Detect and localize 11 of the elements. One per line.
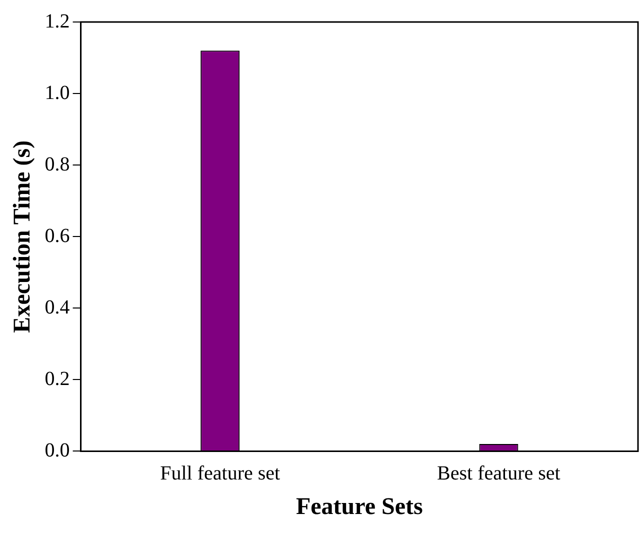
y-tick-label: 1.0 (44, 82, 70, 104)
x-tick-label: Best feature set (437, 462, 561, 484)
x-axis-title: Feature Sets (296, 494, 423, 520)
y-axis-title: Execution Time (s) (10, 140, 36, 333)
x-tick-label: Full feature set (160, 462, 281, 484)
y-tick-label: 1.2 (44, 10, 70, 32)
y-tick-label: 0.8 (44, 153, 70, 176)
y-tick-label: 0.6 (44, 224, 70, 247)
y-tick-label: 0.4 (44, 296, 70, 318)
y-tick-label: 0.0 (44, 439, 70, 462)
y-tick-label: 0.2 (44, 368, 70, 390)
